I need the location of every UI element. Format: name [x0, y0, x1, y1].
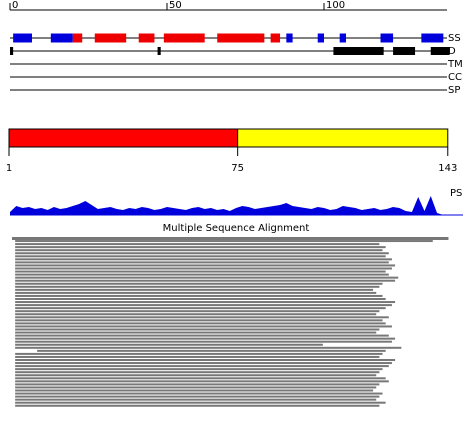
alignment-row: [15, 316, 389, 319]
alignment-row: [15, 355, 380, 358]
track-label: SP: [448, 85, 460, 96]
track-segment: [10, 47, 14, 55]
alignment-row: [15, 249, 383, 252]
alignment-row: [15, 307, 386, 310]
profile-area: [10, 196, 456, 215]
alignment-row: [15, 362, 392, 365]
alignment-row: [15, 246, 386, 249]
domain-segment: [237, 128, 449, 148]
alignment-row: [15, 398, 377, 401]
alignment-row: [15, 359, 396, 361]
track-segment: [430, 47, 450, 55]
alignment-row: [15, 285, 380, 288]
alignment-row: [15, 261, 389, 264]
alignment-row: [15, 365, 389, 368]
alignment-row: [15, 325, 392, 328]
alignment-row: [15, 340, 392, 343]
domain-tick-label: 1: [6, 163, 12, 174]
alignment-row: [15, 240, 433, 243]
alignment-row: [15, 337, 396, 340]
alignment-row: [15, 294, 383, 297]
alignment-row: [15, 383, 380, 386]
alignment-row: [15, 310, 380, 313]
alignment-row: [15, 343, 323, 346]
alignment-row: [15, 298, 386, 300]
alignment-row: [15, 304, 392, 307]
alignment-row: [15, 279, 396, 282]
alignment-row: [15, 352, 383, 355]
track-label: D: [448, 46, 456, 57]
track-label: CC: [448, 72, 462, 83]
alignment-row: [15, 319, 383, 322]
alignment-row: [15, 273, 389, 276]
alignment-row: [12, 237, 449, 240]
alignment-row: [15, 291, 377, 294]
alignment-row: [15, 258, 392, 261]
alignment-row: [15, 270, 386, 273]
alignment-row: [15, 276, 399, 279]
domain-tick-label: 75: [231, 163, 244, 174]
alignment-row: [15, 282, 383, 285]
alignment-title: Multiple Sequence Alignment: [163, 223, 310, 234]
alignment-row: [15, 331, 377, 334]
alignment-row: [15, 328, 380, 331]
track-segment: [94, 33, 127, 43]
alignment-row: [15, 392, 383, 395]
ruler-label: 0: [12, 0, 18, 11]
ruler-label: 100: [326, 0, 345, 11]
alignment-row: [15, 252, 389, 255]
track-segment: [50, 33, 73, 43]
alignment-row: [15, 313, 377, 316]
alignment-row: [15, 371, 380, 374]
alignment-row: [15, 404, 380, 407]
alignment-row: [15, 374, 377, 377]
alignment-row: [15, 377, 386, 380]
domain-segment: [8, 128, 239, 148]
alignment-row: [15, 334, 389, 337]
track-segment: [286, 33, 293, 43]
track-segment: [270, 33, 281, 43]
alignment-row: [15, 288, 374, 291]
track-segment: [317, 33, 324, 43]
track-segment: [72, 33, 83, 43]
track-label: SS: [448, 33, 461, 44]
alignment-row: [15, 401, 386, 404]
track-segment: [339, 33, 346, 43]
alignment-row: [37, 349, 386, 352]
track-segment: [380, 33, 394, 43]
alignment-row: [15, 243, 380, 246]
track-segment: [421, 33, 444, 43]
alignment-row: [15, 346, 402, 349]
track-segment: [333, 47, 384, 55]
alignment-row: [15, 267, 392, 270]
track-segment: [13, 33, 32, 43]
ruler-label: 50: [169, 0, 182, 11]
track-label: TM: [447, 59, 463, 70]
track-segment: [217, 33, 265, 43]
alignment-row: [15, 380, 389, 383]
alignment-row: [15, 389, 374, 392]
profile-label: PS: [450, 188, 462, 199]
track-segment: [157, 47, 161, 55]
alignment-row: [15, 322, 386, 325]
alignment-row: [15, 264, 396, 267]
alignment-row: [15, 395, 380, 398]
track-segment: [138, 33, 155, 43]
alignment-row: [15, 368, 383, 371]
alignment-row: [15, 386, 377, 389]
domain-tick-label: 143: [438, 163, 457, 174]
alignment-row: [15, 301, 396, 304]
alignment-row: [15, 255, 386, 258]
track-segment: [393, 47, 416, 55]
track-segment: [163, 33, 205, 43]
